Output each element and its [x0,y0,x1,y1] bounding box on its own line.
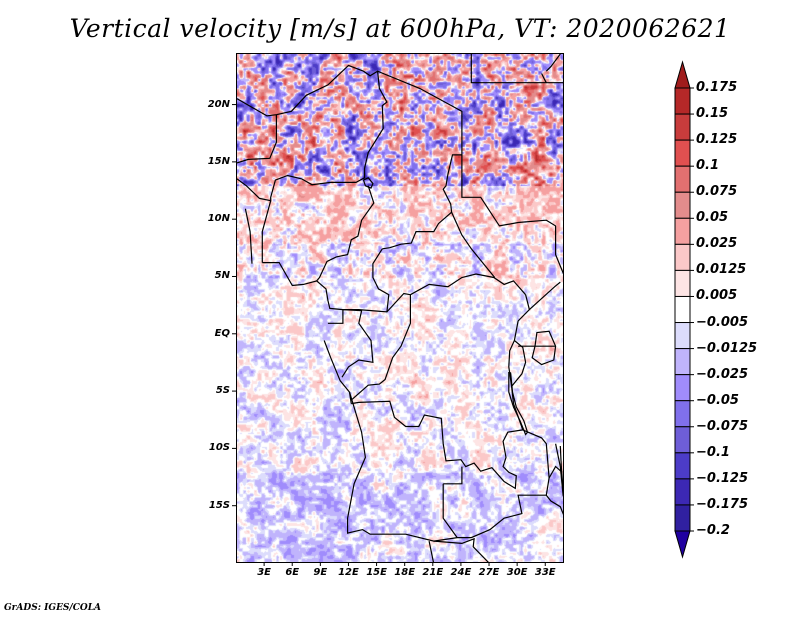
country-border-line [327,309,344,324]
colorbar-box [674,400,691,428]
country-border-line [555,443,563,497]
colorbar-box [674,322,691,350]
colorbar-box [674,295,691,324]
colorbar-label: 0.025 [696,236,738,252]
lat-tick-label: 10N [207,213,230,225]
country-border-line [531,330,557,366]
lon-tick-label: 18E [394,567,416,578]
country-border-line [428,540,435,562]
country-border-line [442,483,458,538]
colorbar-label: −0.025 [696,366,749,382]
colorbar-box [674,269,691,297]
vertical-velocity-field [237,54,563,562]
colorbar-label: −0.2 [696,523,730,538]
lon-tick-label: 33E [534,567,556,578]
colorbar-label: −0.005 [696,314,749,330]
colorbar-label: 0.175 [696,80,738,95]
lat-tick-label: 15N [207,155,230,167]
colorbar-box [674,243,691,271]
country-border-line [461,154,563,275]
colorbar-label: −0.175 [696,496,749,512]
colorbar-label: 0.125 [696,132,738,148]
chart-title: Vertical velocity [m/s] at 600hPa, VT: 2… [69,14,731,43]
colorbar-label: 0.075 [696,184,738,200]
country-border-line [362,177,374,189]
lon-tick-label: 3E [257,567,271,578]
lon-tick-label: 12E [338,567,359,578]
lon-tick-label: 9E [313,567,328,578]
colorbar-box [674,139,691,167]
country-border-line [545,494,563,515]
lon-tick-label: 6E [285,567,300,578]
colorbar-box [674,113,691,141]
country-border-line [545,54,561,72]
lat-tick-label: 5S [215,385,230,397]
colorbar-box [674,374,691,402]
colorbar-label: 0.05 [696,210,729,226]
country-border-line [541,73,547,83]
colorbar-box [674,165,691,193]
country-border-line [244,208,253,264]
colorbar-box [674,426,691,454]
colorbar-extend-min [674,530,691,559]
lon-tick-label: 24E [450,567,472,578]
country-border-line [341,309,374,378]
lon-tick-label: 27E [478,567,500,578]
country-border-line [508,372,529,436]
country-border-line [451,211,496,278]
lon-tick-label: 15E [366,567,387,578]
country-border-line [528,281,561,311]
colorbar-label: 0.15 [696,106,729,122]
country-border-line [470,54,563,84]
colorbar-box [674,452,691,480]
country-border-line [433,537,489,562]
colorbar-label: −0.125 [696,470,749,486]
colorbar-label: 0.1 [696,158,720,174]
colorbar-box [674,478,691,506]
lat-tick-label: 15S [208,499,230,511]
country-border-line [511,340,527,387]
colorbar-extend-max [674,60,691,89]
lat-tick-label: EQ [214,327,230,339]
country-border-line [377,70,463,250]
colorbar-label: −0.1 [696,444,730,460]
map-plot-area [236,53,564,563]
colorbar-label: 0.005 [696,288,738,304]
colorbar-label: −0.05 [696,392,739,408]
country-border-line [316,185,375,282]
country-border-line [237,114,278,164]
country-border-line [261,200,272,263]
country-border-line [548,465,563,479]
lat-tick-label: 10S [208,442,230,454]
lat-tick-label: 5N [214,270,230,282]
country-border-line [410,273,527,296]
country-borders [237,54,563,562]
colorbar-box [674,217,691,245]
country-border-line [559,445,563,492]
colorbar-box [674,87,691,115]
colorbar-box [674,191,691,219]
country-border-line [350,292,411,401]
colorbar-box [674,348,691,376]
country-border-line [237,64,388,202]
colorbar-label: 0.0125 [696,262,747,278]
country-border-line [262,248,390,313]
country-border-line [443,466,463,485]
lon-tick-label: 30E [506,567,528,578]
colorbar-box [674,504,691,532]
grads-credit: GrADS: IGES/COLA [4,603,102,613]
country-border-line [351,294,531,490]
colorbar-label: −0.075 [696,418,749,434]
lon-tick-label: 21E [422,567,444,578]
colorbar-label: −0.0125 [696,340,758,356]
lat-tick-label: 20N [207,98,230,110]
